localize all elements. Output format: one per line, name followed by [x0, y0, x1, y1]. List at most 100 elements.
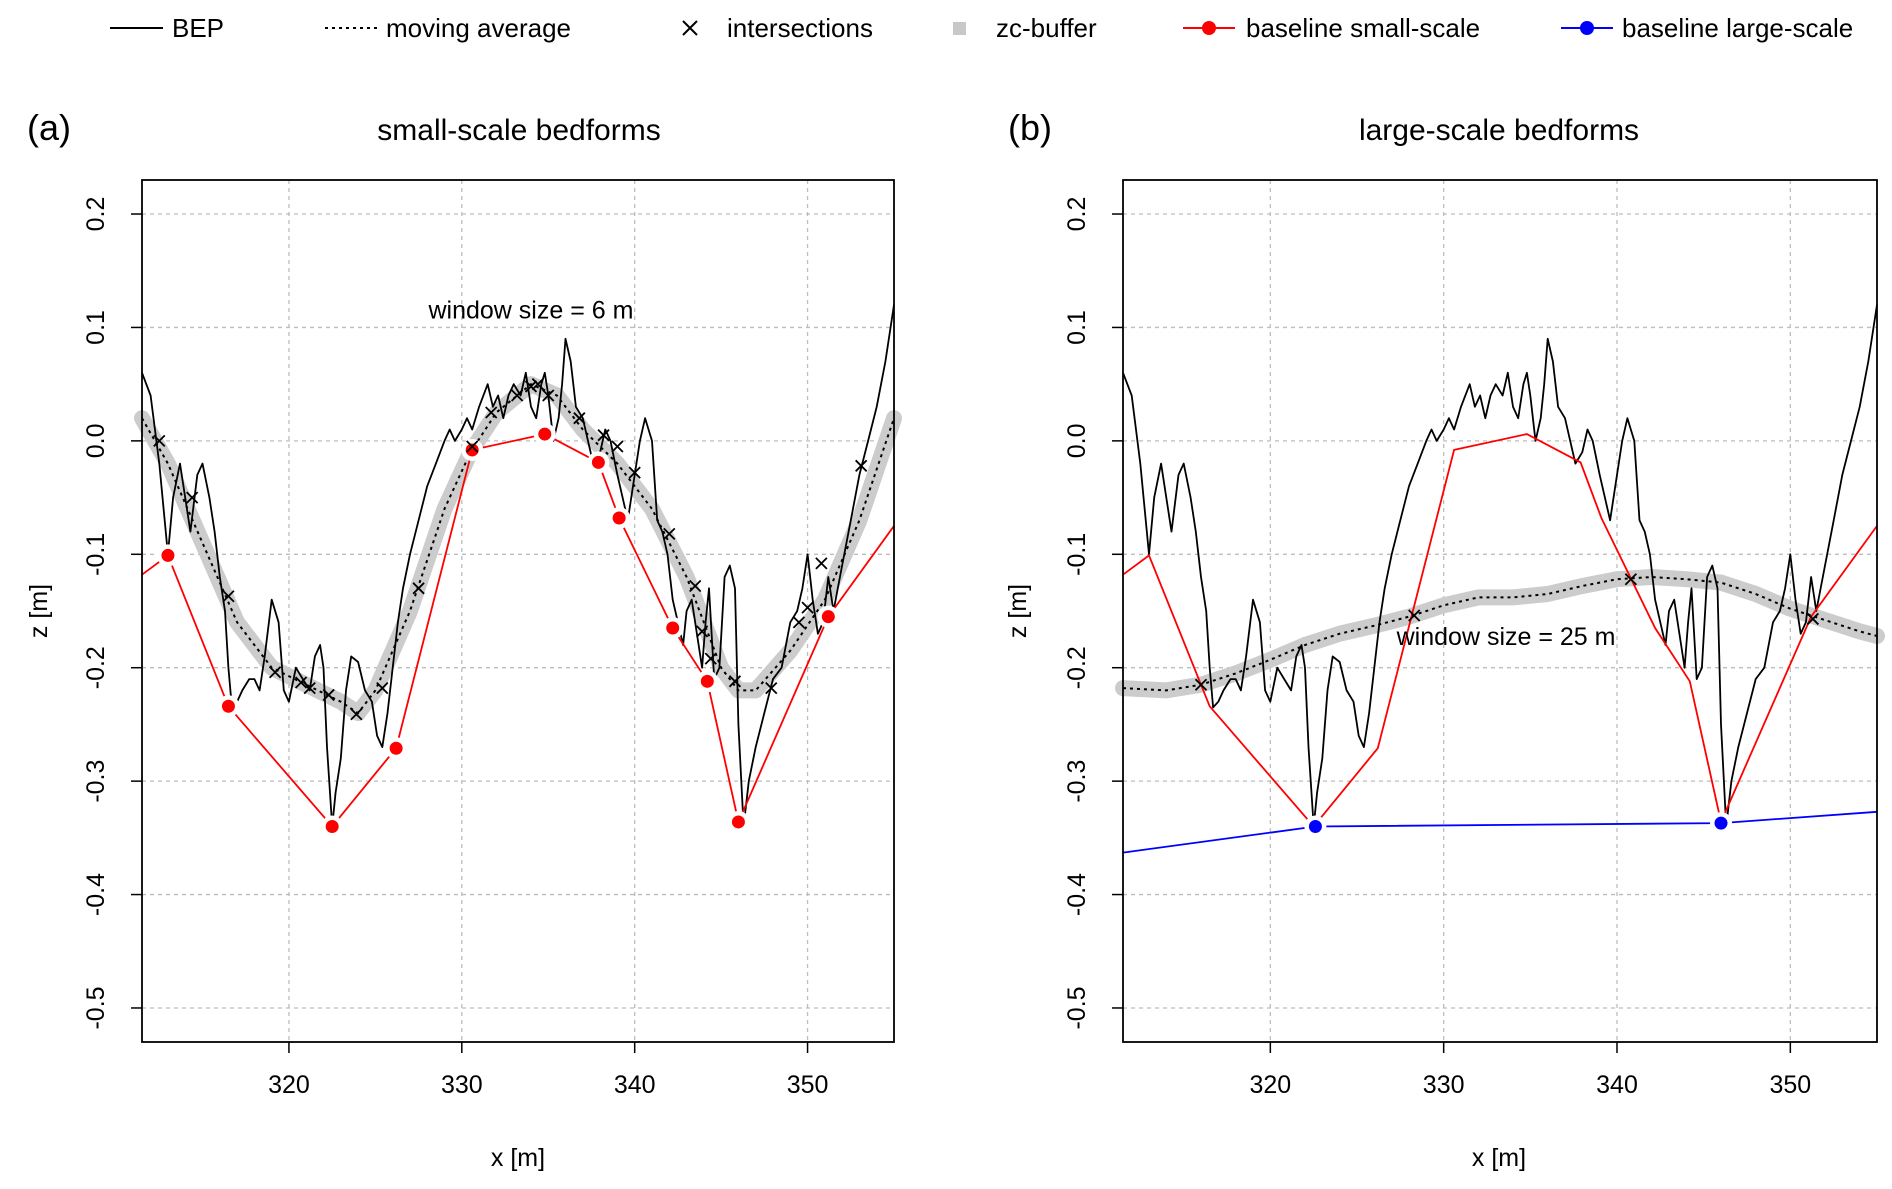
- panel-b-y-tick-label: -0.2: [1063, 646, 1091, 689]
- panel-a-intersection-point: [376, 681, 389, 695]
- panel-a-intersection-point: [855, 459, 868, 472]
- legend-swatch-zc-buffer: [953, 22, 966, 35]
- panel-a-intersection-point: [322, 688, 335, 702]
- panel-a-x-ticks: 320 330 340 350: [268, 1042, 828, 1099]
- panel-a-annotation: window size = 6 m: [427, 296, 633, 324]
- legend-item-baseline-large-scale: baseline large-scale: [1561, 13, 1853, 43]
- panel-a-intersection-point: [765, 681, 778, 695]
- panel-a-intersection-point: [542, 389, 555, 402]
- panel-a-intersection-point: [573, 412, 586, 425]
- panel-a-grid: [142, 180, 894, 1042]
- panel-a-baseline-small-point: [325, 820, 339, 833]
- panel-b-y-tick-label: 0.0: [1063, 423, 1091, 458]
- panel-b-intersection-point: [1806, 612, 1820, 626]
- panel-a-y-tick-label: -0.4: [82, 873, 110, 916]
- panel-a-y-tick-label: -0.5: [82, 986, 110, 1029]
- panel-a: (a) small-scale bedforms 0.2 0.1 0.0 -0.1 -0…: [25, 107, 902, 1172]
- panel-b-x-tick-label: 340: [1596, 1071, 1638, 1099]
- panel-b-y-tick-label: -0.1: [1063, 533, 1091, 576]
- panel-b-bep-line: [1122, 304, 1878, 828]
- panel-b-zc-buffer-band: [1115, 569, 1885, 699]
- legend-label-baseline-small-scale: baseline small-scale: [1246, 13, 1480, 43]
- panel-a-intersection-point: [412, 582, 425, 595]
- panel-a-baseline-small-point: [465, 443, 479, 457]
- panel-b-title: large-scale bedforms: [1359, 114, 1639, 147]
- panel-a-baseline-small-point: [591, 455, 605, 469]
- panel-a-intersection-point: [485, 406, 498, 419]
- panel-b-x-ticks: 320 330 340 350: [1249, 1042, 1811, 1099]
- panel-a-y-ticks: 0.2 0.1 0.0 -0.1 -0.2 -0.3 -0.4 -0.5: [82, 197, 142, 1030]
- panel-a-zc-buffer: [134, 376, 902, 722]
- panel-a-baseline-small-point: [731, 815, 745, 829]
- legend-item-moving-average: moving average: [325, 13, 571, 43]
- panel-b-tag: (b): [1008, 107, 1052, 148]
- panel-a-intersection-point: [222, 590, 235, 603]
- panel-a-zc-buffer-band: [134, 376, 902, 722]
- panel-a-baseline-small-point: [161, 548, 175, 562]
- panel-a-baseline-small-point: [666, 621, 680, 635]
- legend-label-baseline-large-scale: baseline large-scale: [1622, 13, 1853, 43]
- panel-a-x-tick-label: 340: [614, 1071, 656, 1099]
- panel-a-x-tick-label: 320: [268, 1071, 310, 1099]
- panel-b-y-tick-label: 0.1: [1063, 310, 1091, 345]
- legend-swatch-baseline-small-dot: [1202, 21, 1216, 35]
- panel-a-intersection-point: [303, 681, 316, 695]
- panel-b: (b) large-scale bedforms 0.2 0.1 0.0 -0.1 -0…: [1004, 107, 1885, 1172]
- panel-a-intersection-point: [350, 708, 363, 721]
- panel-a-intersection-point: [153, 434, 166, 448]
- panel-a-y-tick-label: -0.3: [82, 760, 110, 803]
- legend-item-intersections: intersections: [682, 13, 873, 43]
- legend-swatch-baseline-large-dot: [1580, 21, 1594, 35]
- panel-b-y-ticks: 0.2 0.1 0.0 -0.1 -0.2 -0.3 -0.4 -0.5: [1063, 197, 1123, 1030]
- legend-label-zc-buffer: zc-buffer: [996, 13, 1097, 43]
- panel-b-x-tick-label: 350: [1769, 1071, 1811, 1099]
- panel-a-intersection-point: [294, 676, 308, 689]
- panel-a-intersection-point: [792, 616, 806, 629]
- panel-a-x-tick-label: 330: [441, 1071, 483, 1099]
- panel-a-baseline-small-line: [141, 433, 895, 828]
- panel-b-intersection-point: [1408, 609, 1421, 622]
- panel-a-intersection-point: [663, 527, 676, 541]
- panel-a-intersection-point: [185, 491, 199, 504]
- panel-a-ylabel: z [m]: [25, 584, 53, 638]
- legend-label-moving-average: moving average: [386, 13, 571, 43]
- legend-swatch-intersections: [682, 20, 698, 36]
- panel-a-intersection-point: [815, 557, 828, 570]
- panel-b-y-tick-label: -0.3: [1063, 760, 1091, 803]
- panel-a-baseline-small-point: [389, 741, 403, 755]
- panel-a-intersection-point: [689, 579, 702, 593]
- panel-a-bep-line: [141, 304, 895, 828]
- panel-a-baseline-small-point: [221, 699, 235, 713]
- panel-a-baseline-small-point: [821, 610, 835, 624]
- panel-a-intersection-point: [611, 440, 624, 453]
- legend-item-baseline-small-scale: baseline small-scale: [1183, 13, 1480, 43]
- panel-b-xlabel: x [m]: [1472, 1144, 1526, 1172]
- panel-a-y-tick-label: 0.2: [82, 197, 110, 232]
- panel-b-y-tick-label: -0.4: [1063, 873, 1091, 916]
- panel-a-y-tick-label: 0.1: [82, 310, 110, 345]
- panel-a-x-tick-label: 350: [787, 1071, 829, 1099]
- legend-item-zc-buffer: zc-buffer: [953, 13, 1097, 43]
- panel-b-series: [1122, 304, 1878, 854]
- panel-b-baseline-large-line: [1122, 810, 1878, 854]
- legend-label-bep: BEP: [172, 13, 224, 43]
- panel-b-grid: [1123, 180, 1877, 1042]
- panel-a-title: small-scale bedforms: [377, 114, 660, 147]
- panel-b-baseline-small-line: [1122, 433, 1878, 828]
- panel-b-baseline-large-point: [1714, 816, 1728, 830]
- panel-b-x-tick-label: 320: [1249, 1071, 1291, 1099]
- legend-label-intersections: intersections: [727, 13, 873, 43]
- panel-a-y-tick-label: 0.0: [82, 423, 110, 458]
- panel-a-intersection-point: [728, 675, 742, 688]
- panel-a-frame: [141, 179, 895, 1043]
- panel-b-intersection-point: [1194, 678, 1208, 691]
- panel-b-x-tick-label: 330: [1423, 1071, 1465, 1099]
- panel-a-intersection-point: [531, 378, 545, 391]
- panel-a-intersection-point: [524, 380, 538, 393]
- panel-a-y-tick-label: -0.1: [82, 533, 110, 576]
- legend: BEP moving average intersections zc-buff…: [110, 13, 1853, 43]
- panel-a-tag: (a): [27, 107, 71, 148]
- panel-a-intersection-point: [466, 440, 479, 453]
- panel-b-zc-buffer: [1115, 569, 1885, 699]
